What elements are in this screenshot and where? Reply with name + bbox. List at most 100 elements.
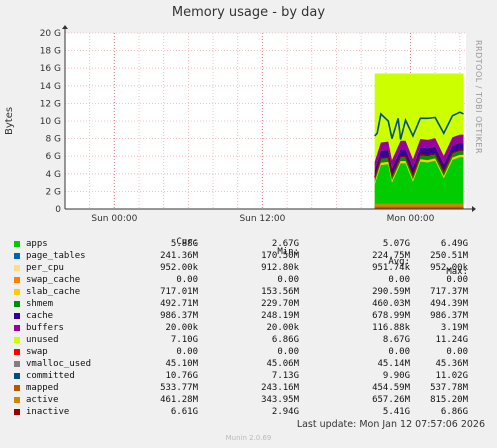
y-tick-label: 4 G <box>45 170 61 180</box>
legend-swatch <box>14 337 20 343</box>
legend-avg: 8.67G <box>382 335 410 345</box>
legend-avg: 678.99M <box>372 311 410 321</box>
legend-max: 986.37M <box>430 311 468 321</box>
legend-row-mapped: mapped 533.77M 243.16M 454.59M 537.78M <box>10 383 480 395</box>
line-committed <box>374 111 464 140</box>
legend-min: 343.95M <box>261 395 299 405</box>
legend-cur: 45.10M <box>165 359 198 369</box>
line-inactive <box>374 149 464 178</box>
header-min: Min: <box>277 247 299 257</box>
legend-row-active: active 461.28M 343.95M 657.26M 815.20M <box>10 395 480 407</box>
legend-header: Cur: Min: Avg: Max: <box>10 227 480 277</box>
legend-cur: 241.36M <box>160 251 198 261</box>
y-axis-arrow <box>62 25 68 29</box>
legend-avg: 45.14M <box>377 359 410 369</box>
legend-swatch <box>14 349 20 355</box>
legend-avg: 657.26M <box>372 395 410 405</box>
legend-min: 243.16M <box>261 383 299 393</box>
y-tick-label: 2 G <box>45 187 61 197</box>
legend-cur: 461.28M <box>160 395 198 405</box>
legend-min: 153.56M <box>261 287 299 297</box>
legend-label: apps <box>26 239 48 249</box>
legend-min: 912.80k <box>261 263 299 273</box>
legend-min: 20.00k <box>266 323 299 333</box>
legend-avg: 0.00 <box>388 275 410 285</box>
legend-min: 170.50M <box>261 251 299 261</box>
legend-avg: 9.90G <box>382 371 410 381</box>
legend-avg: 224.75M <box>372 251 410 261</box>
legend-min: 7.13G <box>271 371 299 381</box>
y-tick-label: 18 G <box>40 47 61 57</box>
legend-swatch <box>14 241 20 247</box>
band-slab-cache <box>374 154 464 185</box>
legend-avg: 290.59M <box>372 287 410 297</box>
legend-row-vmalloc_used: vmalloc_used 45.10M 45.06M 45.14M 45.36M <box>10 359 480 371</box>
header-avg: Avg: <box>388 257 410 267</box>
legend-max: 952.00k <box>430 263 468 273</box>
legend-swatch <box>14 253 20 259</box>
legend-label: unused <box>26 335 59 345</box>
legend-avg: 5.07G <box>382 239 410 249</box>
legend-row-slab_cache: slab_cache 717.01M 153.56M 290.59M 717.37M <box>10 287 480 299</box>
legend-label: vmalloc_used <box>26 359 92 369</box>
band-shmem <box>374 150 464 183</box>
legend-max: 11.02G <box>435 371 468 381</box>
legend-min: 0.00 <box>277 347 299 357</box>
legend-label: page_tables <box>26 251 86 261</box>
legend-min: 229.70M <box>261 299 299 309</box>
y-tick-label: 10 G <box>40 117 61 127</box>
legend-cur: 20.00k <box>165 323 198 333</box>
legend-label: swap_cache <box>26 275 81 285</box>
legend-cur: 10.76G <box>165 371 198 381</box>
legend-row-page_tables: page_tables 241.36M 170.50M 224.75M 250.51M <box>10 251 480 263</box>
legend-label: per_cpu <box>26 263 64 273</box>
legend-cur: 492.71M <box>160 299 198 309</box>
band-cache <box>374 143 464 179</box>
legend-swatch <box>14 265 20 271</box>
y-tick-label: 14 G <box>40 82 61 92</box>
legend-swatch <box>14 373 20 379</box>
x-axis-arrow <box>472 206 476 212</box>
legend-cur: 5.88G <box>170 239 198 249</box>
legend-row-unused: unused 7.10G 6.86G 8.67G 11.24G <box>10 335 480 347</box>
legend-min: 45.06M <box>266 359 299 369</box>
legend-max: 6.49G <box>440 239 468 249</box>
legend-min: 0.00 <box>277 275 299 285</box>
rrdtool-credit: RRDTOOL / TOBI OETIKER <box>474 40 483 155</box>
legend-min: 6.86G <box>271 335 299 345</box>
y-tick-label: 20 G <box>40 29 61 39</box>
legend-cur: 717.01M <box>160 287 198 297</box>
legend-row-swap: swap 0.00 0.00 0.00 0.00 <box>10 347 480 359</box>
y-tick-label: 16 G <box>40 64 61 74</box>
legend-min: 2.94G <box>271 407 299 417</box>
legend-cur: 952.00k <box>160 263 198 273</box>
legend-row-per_cpu: per_cpu 952.00k 912.80k 951.74k 952.00k <box>10 263 480 275</box>
legend-swatch <box>14 409 20 415</box>
legend-max: 250.51M <box>430 251 468 261</box>
legend-swatch <box>14 325 20 331</box>
legend-row-inactive: inactive 6.61G 2.94G 5.41G 6.86G <box>10 407 480 419</box>
x-tick-label: Mon 00:00 <box>387 214 435 224</box>
x-tick-label: Sun 12:00 <box>239 214 285 224</box>
legend-row-cache: cache 986.37M 248.19M 678.99M 986.37M <box>10 311 480 323</box>
legend-row-apps: apps 5.88G 2.67G 5.07G 6.49G <box>10 239 480 251</box>
legend-max: 6.86G <box>440 407 468 417</box>
series-layer <box>374 73 464 209</box>
x-tick-label: Sun 00:00 <box>91 214 137 224</box>
header-cur: Cur: <box>176 237 198 247</box>
legend-label: committed <box>26 371 75 381</box>
legend-max: 494.39M <box>430 299 468 309</box>
band-active <box>374 203 464 209</box>
legend-label: cache <box>26 311 54 321</box>
legend-max: 537.78M <box>430 383 468 393</box>
legend-min: 248.19M <box>261 311 299 321</box>
legend-cur: 986.37M <box>160 311 198 321</box>
legend-avg: 116.88k <box>372 323 410 333</box>
legend-avg: 5.41G <box>382 407 410 417</box>
legend-avg: 454.59M <box>372 383 410 393</box>
legend-cur: 6.61G <box>170 407 198 417</box>
legend-swatch <box>14 397 20 403</box>
legend-swatch <box>14 277 20 283</box>
legend-label: swap <box>26 347 48 357</box>
legend-max: 11.24G <box>435 335 468 345</box>
